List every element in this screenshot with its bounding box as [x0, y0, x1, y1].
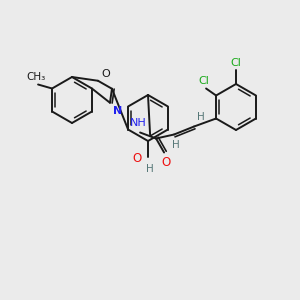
Text: CH₃: CH₃	[26, 73, 46, 82]
Text: O: O	[161, 157, 171, 169]
Text: O: O	[101, 69, 110, 79]
Text: O: O	[133, 152, 142, 166]
Text: Cl: Cl	[199, 76, 209, 86]
Text: H: H	[197, 112, 205, 122]
Text: H: H	[146, 164, 154, 174]
Text: NH: NH	[130, 118, 146, 128]
Text: H: H	[172, 140, 180, 151]
Text: N: N	[113, 106, 122, 116]
Text: Cl: Cl	[231, 58, 242, 68]
